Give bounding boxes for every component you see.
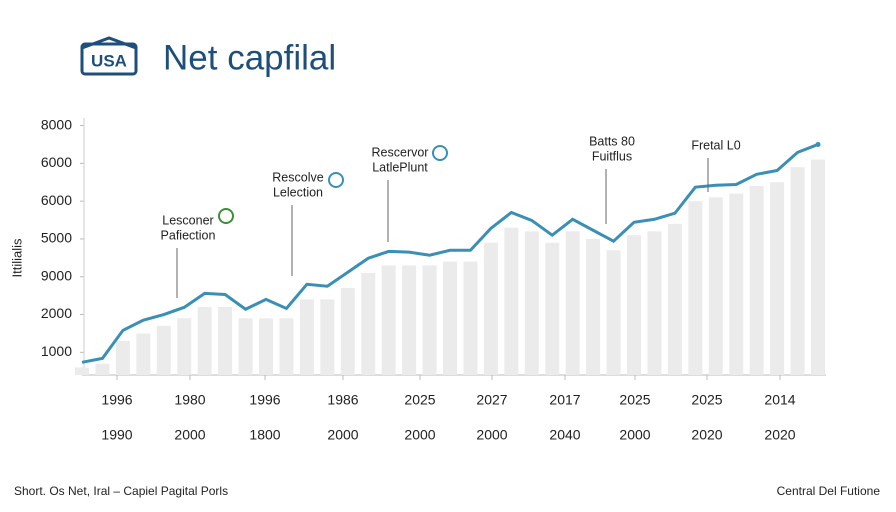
- y-axis-label: Ittilialis: [9, 238, 24, 278]
- bar: [524, 231, 539, 375]
- x-tick-label: 2025: [619, 392, 650, 408]
- bar: [320, 299, 335, 375]
- bar: [688, 201, 703, 375]
- annotation-text: Rescervor: [372, 145, 429, 159]
- y-tick-label: 5000: [41, 230, 72, 246]
- y-tick-label: 6000: [41, 154, 72, 170]
- annotation-text: Fretal L0: [691, 138, 740, 152]
- footer-left: Short. Os Net, Iral – Capiel Pagital Por…: [14, 484, 228, 498]
- bar: [729, 193, 744, 375]
- x-tick-label-2: 1800: [249, 427, 280, 443]
- bar: [647, 231, 662, 375]
- annotation-text: Lelection: [273, 185, 323, 199]
- x-tick-label-2: 2000: [327, 427, 358, 443]
- logo-box: [80, 42, 138, 76]
- x-tick-label-2: 2020: [764, 427, 795, 443]
- y-tick-label: 6000: [41, 192, 72, 208]
- bar: [749, 186, 764, 375]
- bar: [238, 318, 253, 375]
- bar: [790, 167, 805, 375]
- x-tick-label: 1996: [249, 392, 280, 408]
- bar: [627, 235, 641, 375]
- bar: [545, 242, 560, 375]
- x-tick-label: 2025: [404, 392, 435, 408]
- x-tick-label-2: 2000: [476, 427, 507, 443]
- x-tick-label: 2027: [476, 392, 507, 408]
- bar: [811, 159, 825, 375]
- bar: [422, 265, 437, 375]
- bar: [279, 318, 294, 375]
- end-point: [815, 141, 821, 147]
- bar: [402, 265, 417, 375]
- bar: [586, 238, 601, 375]
- x-tick-label-2: 2000: [619, 427, 650, 443]
- line: [81, 143, 819, 364]
- annotation-text: Batts 80: [589, 134, 635, 148]
- bar: [770, 182, 785, 375]
- bar: [443, 261, 457, 375]
- bar: [115, 340, 130, 375]
- x-tick-label-2: 1990: [101, 427, 132, 443]
- bar: [340, 288, 355, 375]
- x-tick-label: 2017: [549, 392, 580, 408]
- chart-title: Net capfilal: [163, 38, 336, 77]
- bar: [75, 367, 89, 375]
- logo-text: USA: [91, 51, 127, 70]
- x-tick-label-2: 2040: [549, 427, 580, 443]
- bar: [381, 265, 396, 375]
- annotation-icon: [328, 172, 344, 188]
- bar: [299, 299, 314, 375]
- logo-roof: [81, 36, 137, 50]
- bar: [259, 318, 273, 375]
- bar: [177, 318, 192, 375]
- x-tick-label: 1980: [174, 392, 205, 408]
- y-tick-label: 9000: [41, 267, 72, 283]
- annotation-icon: [432, 145, 448, 161]
- x-tick-label: 2025: [691, 392, 722, 408]
- x-tick-label-2: 2000: [174, 427, 205, 443]
- x-tick-label: 2014: [764, 392, 795, 408]
- bar: [197, 306, 212, 375]
- bar: [708, 197, 723, 375]
- bar: [361, 272, 376, 375]
- annotation-text: Lesconer: [162, 213, 213, 227]
- bar: [463, 261, 478, 375]
- annotation-text: Fuitflus: [592, 149, 632, 163]
- bar: [504, 227, 519, 375]
- bar: [565, 231, 580, 375]
- bar: [156, 325, 171, 375]
- y-tick-label: 1000: [41, 343, 72, 359]
- x-tick-label-2: 2000: [404, 427, 435, 443]
- bar: [483, 242, 498, 375]
- bar: [606, 250, 621, 375]
- y-tick-label: 8000: [41, 116, 72, 132]
- x-tick-label-2: 2020: [691, 427, 722, 443]
- bar: [218, 306, 233, 375]
- y-tick-label: 2000: [41, 305, 72, 321]
- bar: [136, 333, 151, 375]
- bar: [95, 363, 110, 375]
- annotation-text: Pafiection: [161, 228, 216, 242]
- footer-right: Central Del Futione: [777, 484, 881, 498]
- bar: [667, 223, 682, 375]
- annotation-text: LatlePlunt: [372, 160, 428, 174]
- annotation-text: Rescolve: [272, 170, 323, 184]
- x-tick-label: 1996: [101, 392, 132, 408]
- annotation-icon: [218, 208, 234, 224]
- x-tick-label: 1986: [327, 392, 358, 408]
